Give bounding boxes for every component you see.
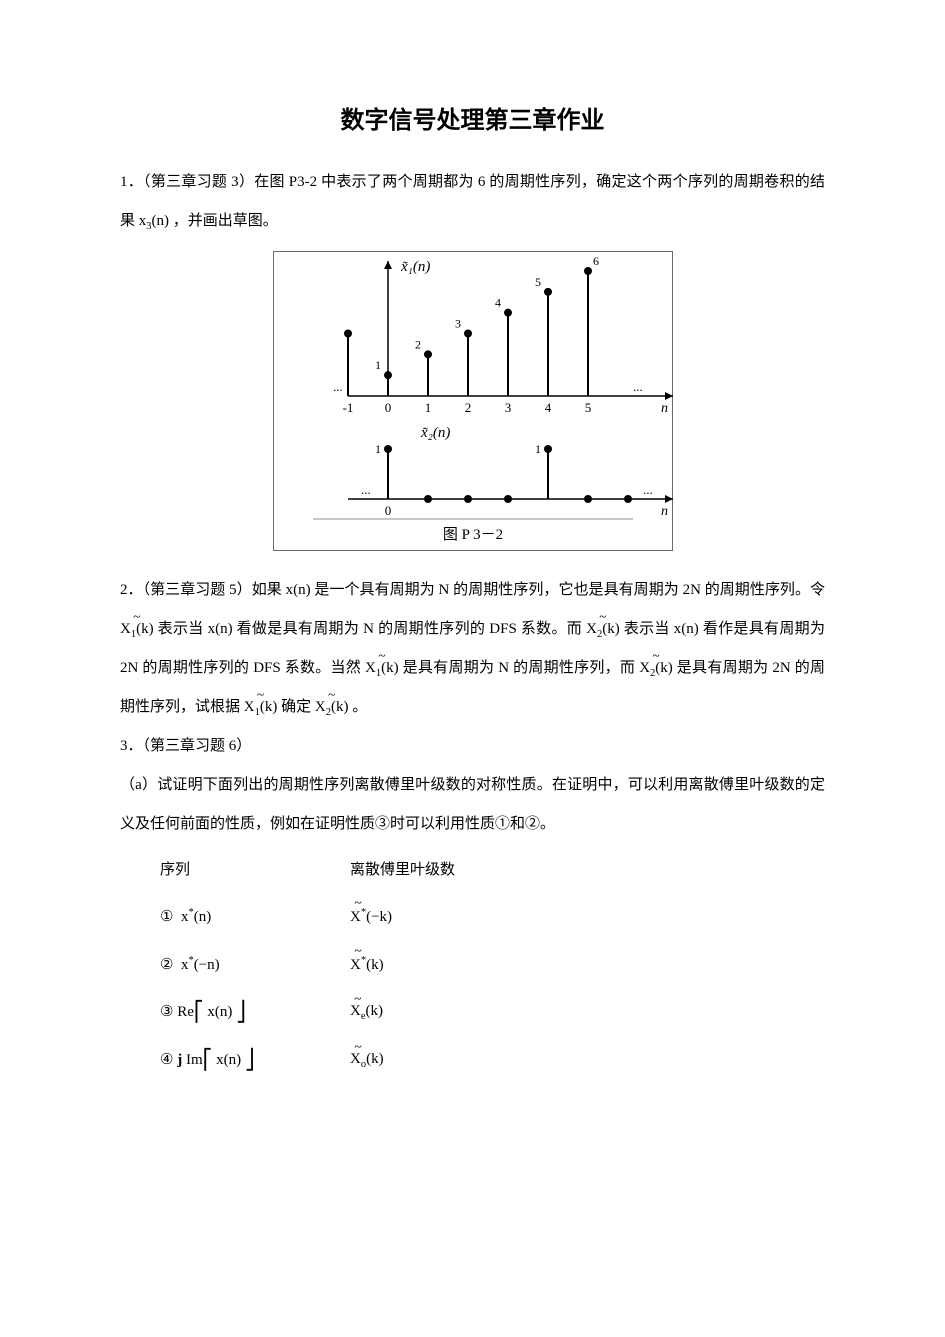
q2-t9: 确定	[277, 699, 315, 715]
svg-text:3: 3	[504, 400, 511, 415]
q2-Xk-a: (k)	[136, 621, 154, 637]
prop-head-dfs: 离散傅里叶级数	[350, 858, 510, 879]
svg-text:1: 1	[375, 358, 381, 372]
q2-t4: 看做是具有周期为 N 的周期性序列的 DFS 系数。而	[233, 621, 587, 637]
q2-X1k-1: X1(k)	[120, 610, 154, 649]
prop-seq: ① x*(n)	[160, 907, 350, 926]
prop-seq: ③ Re⎡ x(n) ⎦	[160, 1000, 350, 1024]
svg-text:1: 1	[375, 442, 381, 456]
page-title: 数字信号处理第三章作业	[120, 100, 825, 135]
q1-var-arg: (n)	[152, 213, 170, 229]
q2-X1-c: X	[244, 699, 255, 715]
svg-text:5: 5	[535, 275, 541, 289]
svg-text:5: 5	[584, 400, 591, 415]
q2-X1k-2: X1(k)	[365, 649, 399, 688]
svg-text:...: ...	[333, 379, 343, 394]
prop-seq: ④ j Im⎡ x(n) ⎦	[160, 1048, 350, 1072]
q2-X2k-2: X2(k)	[639, 649, 673, 688]
prop-head-seq: 序列	[160, 858, 350, 879]
prop-dfs: X*(k)	[350, 955, 510, 974]
svg-text:0: 0	[384, 503, 391, 518]
prop-seq: ② x*(−n)	[160, 955, 350, 974]
prop-row-4: ④ j Im⎡ x(n) ⎦Xo(k)	[160, 1036, 825, 1084]
q2-Xk-f: (k)	[331, 699, 349, 715]
q2-xn-3: x(n)	[674, 621, 699, 637]
q2-t10: 。	[348, 699, 367, 715]
q2-X2-b: X	[639, 660, 650, 676]
prop-row-1: ① x*(n)X*(−k)	[160, 892, 825, 940]
question-1: 1．（第三章习题 3）在图 P3-2 中表示了两个周期都为 6 的周期性序列，确…	[120, 163, 825, 241]
svg-text:0: 0	[384, 400, 391, 415]
figure-p3-2: -1 0 1 2 3 4 5 n 1 2 3 4 5 6...... x̃₁(n) 0 n 1 1...... x̃₂…	[273, 251, 673, 551]
q2-X2-c: X	[315, 699, 326, 715]
svg-text:2: 2	[415, 337, 421, 351]
svg-text:...: ...	[643, 482, 653, 497]
svg-text:2: 2	[464, 400, 471, 415]
q2-xn-2: x(n)	[208, 621, 233, 637]
svg-text:1: 1	[535, 442, 541, 456]
q2-num: 2．	[120, 582, 143, 598]
q2-X2k-1: X2(k)	[586, 610, 620, 649]
q2-t7: 是具有周期为 N 的周期性序列，而	[399, 660, 640, 676]
svg-text:4: 4	[544, 400, 551, 415]
prop-dfs: Xo(k)	[350, 1051, 510, 1070]
q2-t5: 表示当	[620, 621, 674, 637]
prop-row-2: ② x*(−n)X*(k)	[160, 940, 825, 988]
q2-t1: （第三章习题 5）如果	[143, 582, 286, 598]
svg-text:n: n	[661, 401, 668, 416]
svg-text:6: 6	[593, 254, 599, 268]
q1-text-b: ，并画出草图。	[169, 213, 278, 229]
q2-X1-b: X	[365, 660, 376, 676]
svg-text:1: 1	[424, 400, 431, 415]
prop-header: 序列 离散傅里叶级数	[160, 844, 825, 892]
svg-text:-1: -1	[342, 400, 353, 415]
svg-text:n: n	[661, 504, 668, 519]
q2-t3: 表示当	[154, 621, 208, 637]
svg-text:...: ...	[361, 482, 371, 497]
svg-text:...: ...	[633, 379, 643, 394]
q2-Xk-c: (k)	[381, 660, 399, 676]
q2-X1k-3: X1(k)	[244, 688, 278, 727]
question-3-head: 3．（第三章习题 6）	[120, 727, 825, 766]
q2-Xk-d: (k)	[655, 660, 673, 676]
q2-X1-a: X	[120, 621, 131, 637]
q2-X2k-3: X2(k)	[315, 688, 349, 727]
svg-text:图 P 3－2: 图 P 3－2	[442, 526, 502, 543]
q3-num: 3．	[120, 738, 143, 754]
svg-text:4: 4	[495, 296, 501, 310]
q3-t1: （第三章习题 6）	[143, 738, 252, 754]
prop-row-3: ③ Re⎡ x(n) ⎦Xe(k)	[160, 988, 825, 1036]
prop-dfs: X*(−k)	[350, 907, 510, 926]
svg-text:x̃₂(n): x̃₂(n)	[420, 425, 450, 441]
q2-Xk-b: (k)	[602, 621, 620, 637]
question-3a: （a）试证明下面列出的周期性序列离散傅里叶级数的对称性质。在证明中，可以利用离散…	[120, 766, 825, 844]
svg-text:x̃₁(n): x̃₁(n)	[400, 259, 430, 275]
svg-text:3: 3	[455, 317, 461, 331]
q1-var: x3(n)	[139, 213, 169, 229]
q1-num: 1．	[120, 174, 143, 190]
q2-xn-1: x(n)	[286, 582, 311, 598]
q2-t2: 是一个具有周期为 N 的周期性序列，它也是具有周期为 2N 的周期性序列。令	[311, 582, 825, 598]
page: 数字信号处理第三章作业 1．（第三章习题 3）在图 P3-2 中表示了两个周期都…	[0, 0, 945, 1337]
property-table: 序列 离散傅里叶级数 ① x*(n)X*(−k)② x*(−n)X*(k)③ R…	[160, 844, 825, 1084]
question-2: 2．（第三章习题 5）如果 x(n) 是一个具有周期为 N 的周期性序列，它也是…	[120, 571, 825, 727]
prop-dfs: Xe(k)	[350, 1003, 510, 1022]
q2-X2-a: X	[586, 621, 597, 637]
q2-Xk-e: (k)	[260, 699, 278, 715]
